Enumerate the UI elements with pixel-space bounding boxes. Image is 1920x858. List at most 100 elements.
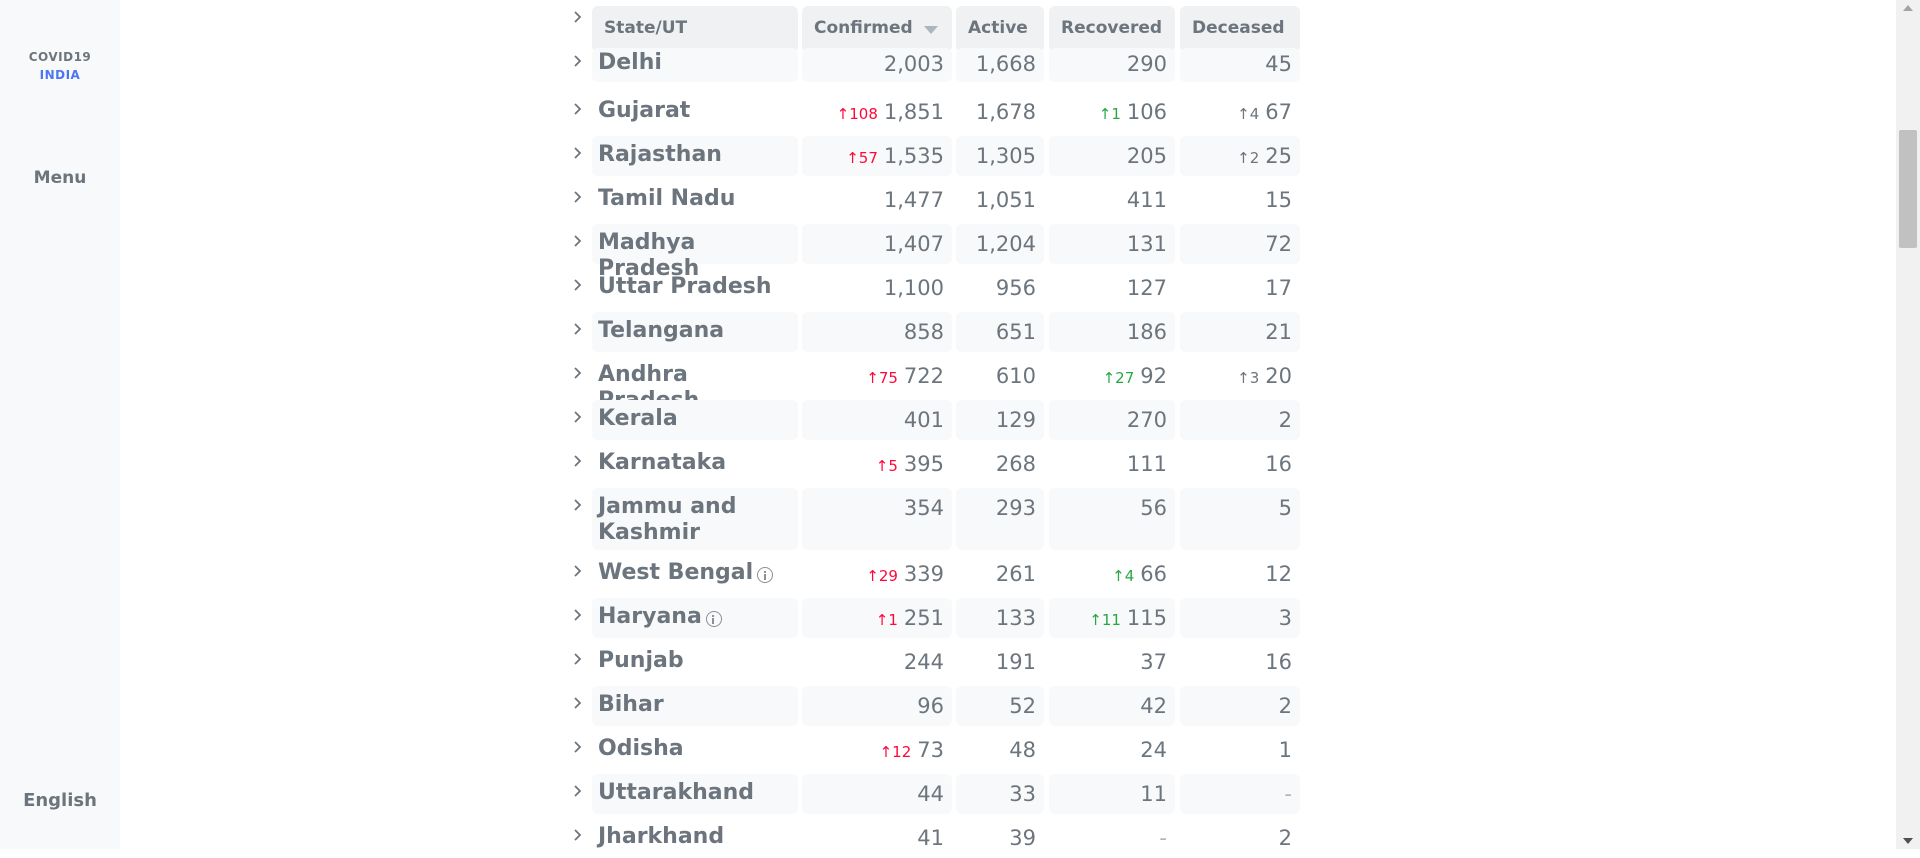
deceased-cell: 12 xyxy=(1180,554,1300,594)
state-name-cell[interactable]: Jammu and Kashmir xyxy=(592,488,798,550)
state-name-cell[interactable]: Delhi xyxy=(592,48,798,82)
table-row[interactable]: Telangana 858 651 186 21 xyxy=(566,312,1306,352)
state-name-cell[interactable]: Kerala xyxy=(592,400,798,440)
deceased-cell: ↑4 67 xyxy=(1180,92,1300,132)
state-name: Uttar Pradesh xyxy=(598,274,772,299)
state-name-cell[interactable]: Madhya Pradesh xyxy=(592,224,798,281)
confirmed-delta-value: 12 xyxy=(892,743,912,761)
state-name: Odisha xyxy=(598,736,684,761)
table-row[interactable]: Haryana ↑1 251 133 ↑11 115 3 xyxy=(566,598,1306,638)
deceased-cell: 3 xyxy=(1180,598,1300,638)
language-selector[interactable]: English xyxy=(23,790,97,811)
expand-row-chevron-icon[interactable] xyxy=(566,604,588,626)
expand-row-chevron-icon[interactable] xyxy=(566,186,588,208)
info-icon[interactable] xyxy=(705,611,722,627)
table-row[interactable]: Madhya Pradesh 1,407 1,204 131 72 xyxy=(566,224,1306,281)
header-deceased[interactable]: Deceased xyxy=(1180,6,1300,52)
scroll-up-arrow-icon[interactable] xyxy=(1903,5,1913,11)
state-name-cell[interactable]: Karnataka xyxy=(592,444,798,484)
state-name-cell[interactable]: Gujarat xyxy=(592,92,798,132)
state-name-cell[interactable]: Andhra Pradesh xyxy=(592,356,798,413)
confirmed-value: 44 xyxy=(917,782,944,806)
state-name-cell[interactable]: Uttarakhand xyxy=(592,774,798,814)
state-name-cell[interactable]: Punjab xyxy=(592,642,798,682)
expand-row-chevron-icon[interactable] xyxy=(566,318,588,340)
header-active[interactable]: Active xyxy=(956,6,1044,52)
menu-button[interactable]: Menu xyxy=(33,168,87,188)
deceased-cell: 16 xyxy=(1180,444,1300,484)
table-row[interactable]: Rajasthan ↑57 1,535 1,305 205 ↑2 25 xyxy=(566,136,1306,176)
table-row[interactable]: Tamil Nadu 1,477 1,051 411 15 xyxy=(566,180,1306,220)
site-logo[interactable]: COVID19 INDIA xyxy=(0,48,120,84)
recovered-cell: ↑1 106 xyxy=(1049,92,1175,132)
state-name-cell[interactable]: Rajasthan xyxy=(592,136,798,176)
expand-row-chevron-icon[interactable] xyxy=(566,494,588,516)
state-name-cell[interactable]: Telangana xyxy=(592,312,798,352)
header-confirmed[interactable]: Confirmed xyxy=(802,6,952,52)
expand-row-chevron-icon[interactable] xyxy=(566,230,588,252)
recovered-cell: ↑27 92 xyxy=(1049,356,1175,396)
confirmed-cell: 858 xyxy=(802,312,952,352)
active-cell: 956 xyxy=(956,268,1044,308)
info-icon[interactable] xyxy=(757,567,774,583)
expand-row-chevron-icon[interactable] xyxy=(566,50,588,72)
table-row[interactable]: Delhi 2,003 1,668 290 45 xyxy=(566,48,1306,82)
expand-row-chevron-icon[interactable] xyxy=(566,736,588,758)
vertical-scrollbar[interactable] xyxy=(1896,0,1920,849)
active-cell: 1,305 xyxy=(956,136,1044,176)
expand-row-chevron-icon[interactable] xyxy=(566,780,588,802)
table-row[interactable]: Gujarat ↑108 1,851 1,678 ↑1 106 ↑4 67 xyxy=(566,92,1306,132)
expand-row-chevron-icon[interactable] xyxy=(566,450,588,472)
scroll-down-arrow-icon[interactable] xyxy=(1903,838,1913,844)
active-cell: 1,678 xyxy=(956,92,1044,132)
table-row[interactable]: Odisha ↑12 73 48 24 1 xyxy=(566,730,1306,770)
expand-row-chevron-icon[interactable] xyxy=(566,560,588,582)
expand-row-chevron-icon[interactable] xyxy=(566,406,588,428)
expand-all-chevron-icon[interactable] xyxy=(566,6,588,28)
scrollbar-thumb[interactable] xyxy=(1899,130,1917,248)
expand-row-chevron-icon[interactable] xyxy=(566,98,588,120)
recovered-cell: 111 xyxy=(1049,444,1175,484)
table-row[interactable]: Kerala 401 129 270 2 xyxy=(566,400,1306,440)
deceased-value: 2 xyxy=(1278,826,1292,850)
confirmed-cell: 44 xyxy=(802,774,952,814)
expand-row-chevron-icon[interactable] xyxy=(566,274,588,296)
expand-row-chevron-icon[interactable] xyxy=(566,142,588,164)
confirmed-cell: 1,407 xyxy=(802,224,952,264)
table-row[interactable]: Karnataka ↑5 395 268 111 16 xyxy=(566,444,1306,484)
confirmed-value: 722 xyxy=(903,364,944,388)
header-recovered[interactable]: Recovered xyxy=(1049,6,1175,52)
expand-row-chevron-icon[interactable] xyxy=(566,692,588,714)
table-row[interactable]: Jammu and Kashmir 354 293 56 5 xyxy=(566,488,1306,550)
state-name-cell[interactable]: Jharkhand xyxy=(592,818,798,858)
recovered-delta-value: 27 xyxy=(1115,369,1135,387)
active-value: 261 xyxy=(995,562,1036,586)
expand-row-chevron-icon[interactable] xyxy=(566,362,588,384)
state-name-cell[interactable]: Bihar xyxy=(592,686,798,726)
table-row[interactable]: West Bengal ↑29 339 261 ↑4 66 12 xyxy=(566,554,1306,594)
table-row[interactable]: Uttar Pradesh 1,100 956 127 17 xyxy=(566,268,1306,308)
table-row[interactable]: Punjab 244 191 37 16 xyxy=(566,642,1306,682)
sidebar: COVID19 INDIA Menu English xyxy=(0,0,120,849)
state-name: Punjab xyxy=(598,648,684,673)
expand-row-chevron-icon[interactable] xyxy=(566,824,588,846)
state-name-cell[interactable]: Uttar Pradesh xyxy=(592,268,798,308)
confirmed-delta: ↑57 xyxy=(846,149,878,167)
confirmed-cell: 244 xyxy=(802,642,952,682)
recovered-value: 56 xyxy=(1140,496,1167,520)
state-name-cell[interactable]: Tamil Nadu xyxy=(592,180,798,220)
header-state[interactable]: State/UT xyxy=(592,6,798,52)
expand-row-chevron-icon[interactable] xyxy=(566,648,588,670)
table-row[interactable]: Bihar 96 52 42 2 xyxy=(566,686,1306,726)
state-name-cell[interactable]: Odisha xyxy=(592,730,798,770)
active-value: 1,678 xyxy=(975,100,1036,124)
confirmed-cell: ↑108 1,851 xyxy=(802,92,952,132)
state-name-cell[interactable]: Haryana xyxy=(592,598,798,638)
state-name-cell[interactable]: West Bengal xyxy=(592,554,798,594)
active-cell: 133 xyxy=(956,598,1044,638)
table-row[interactable]: Jharkhand 41 39 - 2 xyxy=(566,818,1306,858)
arrow-up-icon: ↑ xyxy=(1112,567,1125,585)
table-row[interactable]: Uttarakhand 44 33 11 - xyxy=(566,774,1306,814)
confirmed-value: 401 xyxy=(903,408,944,432)
